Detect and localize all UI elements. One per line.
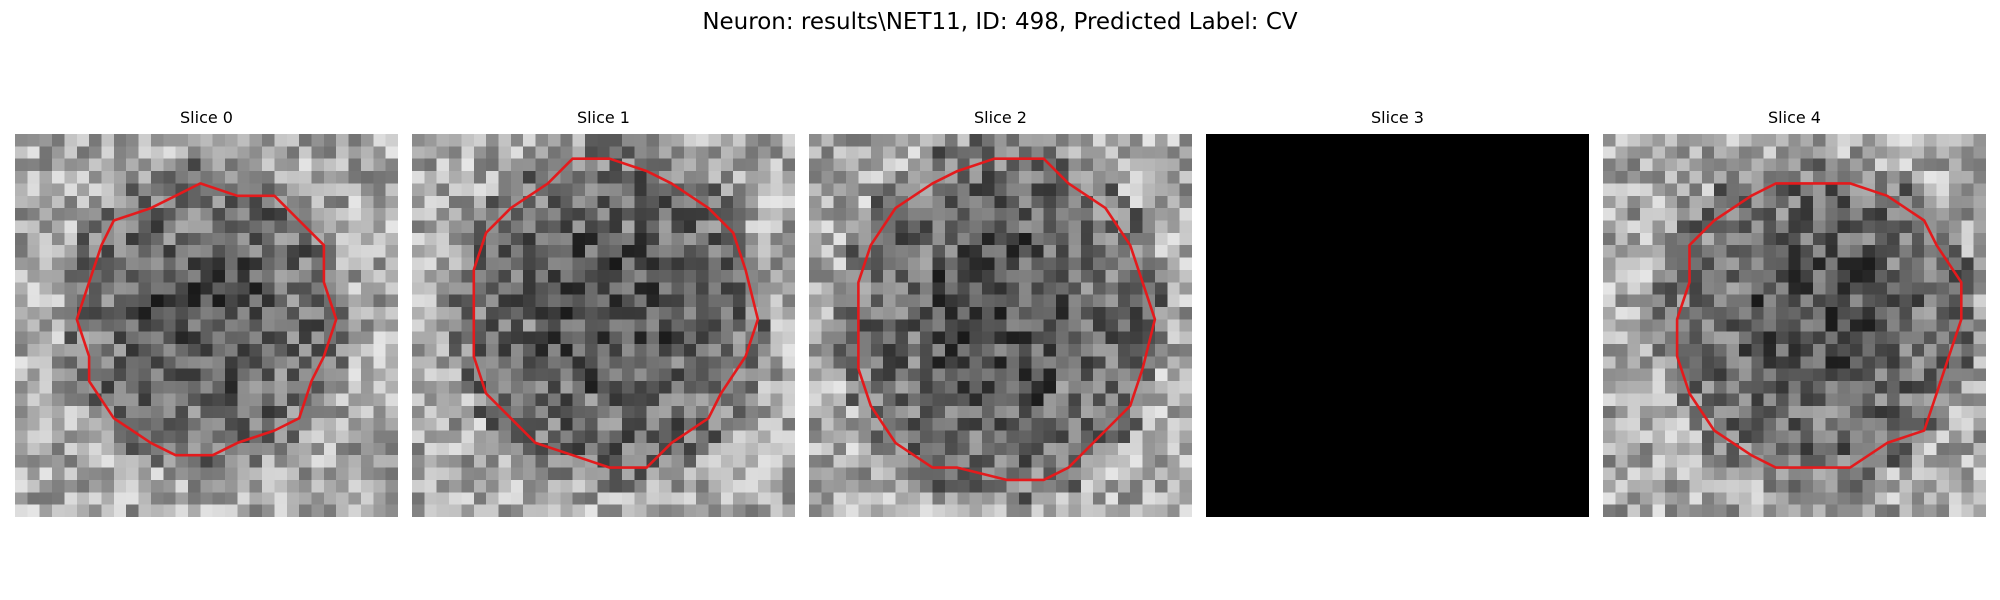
slice-panel-0: Slice 0	[15, 108, 398, 517]
pixel-grid	[412, 134, 795, 517]
slice-title: Slice 0	[180, 108, 233, 127]
pixel-grid	[809, 134, 1192, 517]
slice-image	[1206, 134, 1589, 517]
neuron-contour	[1675, 182, 1963, 469]
slice-canvas	[15, 134, 398, 517]
slice-canvas	[809, 134, 1192, 517]
slice-image	[15, 134, 398, 517]
neuron-contour	[75, 182, 338, 457]
slice-title: Slice 4	[1768, 108, 1821, 127]
pixel-grid	[15, 134, 398, 517]
slice-image	[809, 134, 1192, 517]
slice-image	[1603, 134, 1986, 517]
blank-slice-fill	[1206, 134, 1589, 517]
neuron-contour	[472, 157, 760, 469]
figure-title: Neuron: results\NET11, ID: 498, Predicte…	[702, 9, 1298, 35]
slice-canvas	[1206, 134, 1589, 517]
slice-panel-1: Slice 1	[412, 108, 795, 517]
neuron-contour	[857, 157, 1157, 482]
slice-title: Slice 2	[974, 108, 1027, 127]
slice-panel-4: Slice 4	[1603, 108, 1986, 517]
slice-title: Slice 3	[1371, 108, 1424, 127]
slice-canvas	[1603, 134, 1986, 517]
slice-panel-2: Slice 2	[809, 108, 1192, 517]
slice-title: Slice 1	[577, 108, 630, 127]
slice-canvas	[412, 134, 795, 517]
slice-image	[412, 134, 795, 517]
slice-panel-3: Slice 3	[1206, 108, 1589, 517]
pixel-grid	[1603, 134, 1986, 517]
